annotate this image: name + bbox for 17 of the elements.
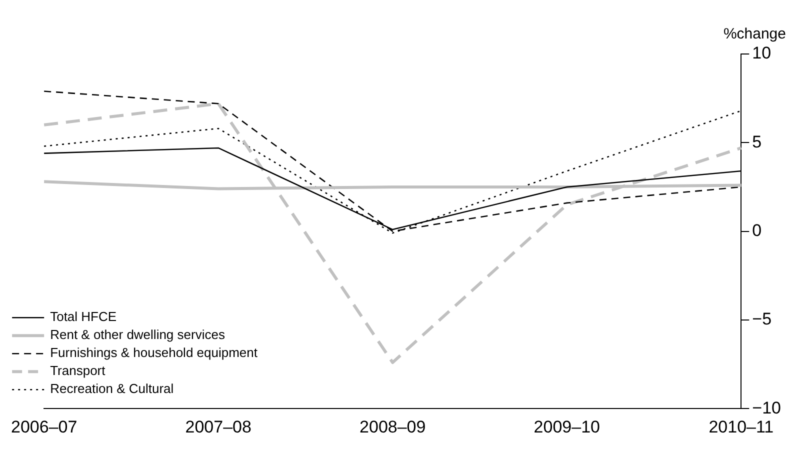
x-tick-label: 2006–07 xyxy=(10,417,78,436)
legend-label: Total HFCE xyxy=(50,309,117,324)
x-tick-label: 2009–10 xyxy=(534,417,600,436)
x-tick-label: 2008–09 xyxy=(360,417,426,436)
legend-label: Furnishings & household equipment xyxy=(50,345,258,360)
y-tick-label: 10 xyxy=(752,44,772,63)
y-tick-label: 0 xyxy=(752,220,762,240)
y-tick-label: −5 xyxy=(752,310,772,329)
legend-label: Rent & other dwelling services xyxy=(50,327,226,342)
y-axis-title: %change xyxy=(723,26,786,43)
x-tick-label: 2010–11 xyxy=(708,417,774,436)
legend-label: Transport xyxy=(50,363,106,378)
y-tick-label: 5 xyxy=(752,132,762,152)
legend-label: Recreation & Cultural xyxy=(50,381,174,396)
y-tick-label: −10 xyxy=(752,398,782,418)
line-series xyxy=(42,102,743,364)
x-tick-label: 2007–08 xyxy=(185,417,252,436)
